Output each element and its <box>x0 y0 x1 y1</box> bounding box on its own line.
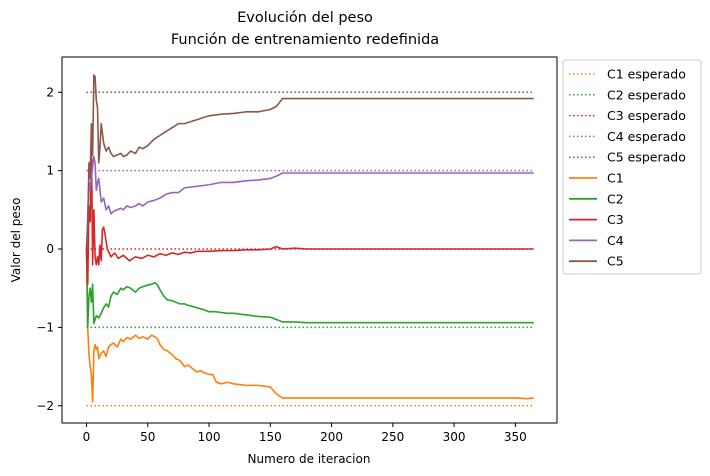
legend-label: C5 <box>607 254 624 269</box>
legend-frame <box>562 59 702 275</box>
y-axis-label: Valor del peso <box>9 198 23 283</box>
x-tick-label: 0 <box>83 430 91 444</box>
plot-frame <box>61 56 558 424</box>
series-line-c5 <box>85 74 534 250</box>
x-axis-ticks: 0 50 100 150 200 250 300 350 <box>83 423 527 444</box>
x-tick-label: 300 <box>443 430 466 444</box>
x-tick-label: 250 <box>381 430 404 444</box>
x-tick-label: 350 <box>504 430 527 444</box>
y-tick-label: 2 <box>46 85 54 99</box>
y-tick-label: 1 <box>46 164 54 178</box>
series-line-c2 <box>85 248 534 329</box>
legend-label: C3 <box>607 212 624 227</box>
y-tick-label: −1 <box>36 320 54 334</box>
y-tick-label: 0 <box>46 242 54 256</box>
legend-label: C4 <box>607 233 624 248</box>
x-tick-label: 200 <box>320 430 343 444</box>
legend-label: C2 <box>607 191 624 206</box>
plot-lines <box>85 74 534 407</box>
legend-label: C3 esperado <box>607 108 686 123</box>
chart-title: Evolución del peso <box>237 10 373 26</box>
legend: C1 esperado C2 esperado C3 esperado C4 espe… <box>562 59 702 275</box>
legend-label: C1 esperado <box>607 67 686 82</box>
legend-label: C1 <box>607 171 624 186</box>
chart-subtitle: Función de entrenamiento redefinida <box>171 32 439 48</box>
x-axis-label: Numero de iteracion <box>248 452 371 466</box>
legend-label: C2 esperado <box>607 87 686 102</box>
legend-label: C4 esperado <box>607 129 686 144</box>
x-tick-label: 100 <box>198 430 221 444</box>
x-tick-label: 150 <box>259 430 282 444</box>
y-tick-label: −2 <box>36 399 54 413</box>
series-line-c3 <box>85 140 534 286</box>
y-axis-ticks: −2 −1 0 1 2 <box>36 85 62 413</box>
series-line-c1 <box>85 248 534 403</box>
legend-label: C5 esperado <box>607 150 686 165</box>
series-line-c4 <box>85 155 534 250</box>
x-tick-label: 50 <box>140 430 155 444</box>
